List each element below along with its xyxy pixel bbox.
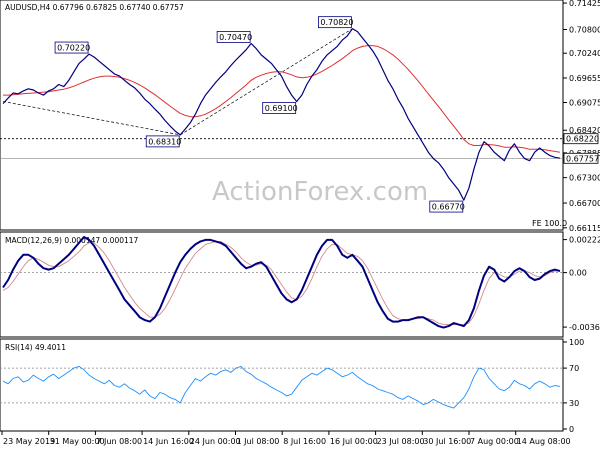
x-tick-label-3: 14 Jun 16:00 [143, 437, 194, 446]
rsi-title: RSI(14) 49.4011 [5, 343, 66, 352]
trendline-down [2, 101, 181, 136]
price-tick-2-label: 0.70240 [569, 49, 600, 58]
x-tick-label-1: 31 May 00:00 [50, 437, 105, 446]
price-annotations: 0.70220 0.68310 0.70470 0.69100 0.70820 0.667… [54, 16, 465, 213]
macd-tick-1-label: 0.00 [569, 269, 587, 278]
price-tick-3-label: 0.69655 [569, 74, 600, 83]
annotation-label-5: 0.66770 [432, 203, 465, 212]
x-tick-label-7: 16 Jul 00:00 [330, 437, 378, 446]
rsi-panel-frame [0, 338, 564, 432]
trendline-up [180, 28, 353, 136]
x-tick-label-2: 7 Jun 08:00 [96, 437, 142, 446]
macd-tick-2-label: -0.003667 [569, 323, 600, 332]
macd-y-ticks: 0.002224 0.00 -0.003667 [563, 236, 600, 332]
macd-tick-0-label: 0.002224 [569, 236, 600, 245]
x-tick-label-0: 23 May 2019 [3, 437, 55, 446]
rsi-tick-2-label: 30 [569, 399, 579, 408]
price-box-label-0: 0.68220 [566, 135, 599, 144]
price-lines [0, 28, 563, 201]
macd-lines [0, 236, 563, 329]
annotation-label-0: 0.70220 [57, 44, 90, 53]
moving-average-line [3, 45, 561, 153]
annotation-label-1: 0.68310 [148, 137, 181, 146]
annotation-box-3 [262, 102, 297, 114]
rsi-y-ticks: 100 70 30 0 [563, 338, 584, 434]
rsi-line [2, 365, 561, 409]
annotation-box-0 [54, 41, 89, 54]
price-tick-7-label: 0.67300 [569, 174, 600, 183]
rsi-tick-3-label: 0 [569, 425, 574, 434]
x-tick-label-10: 7 Aug 00:00 [470, 437, 519, 446]
x-tick-label-6: 8 Jul 16:00 [283, 437, 326, 446]
price-tick-1-label: 0.70800 [569, 26, 600, 35]
x-tick-label-8: 23 Jul 08:00 [377, 437, 425, 446]
macd-title: MACD(12,26,9) 0.000147 0.000117 [5, 236, 139, 245]
rsi-panel: RSI(14) 49.4011 100 70 30 0 [0, 338, 584, 434]
annotation-box-1 [145, 135, 180, 148]
annotation-label-2: 0.70470 [219, 33, 252, 42]
price-tick-5-label: 0.68420 [569, 126, 600, 135]
rsi-lines [0, 365, 563, 409]
macd-panel: MACD(12,26,9) 0.000147 0.000117 0.002224… [0, 231, 600, 338]
x-tick-label-5: 1 Jul 08:00 [237, 437, 280, 446]
price-tick-9-label: 0.66115 [569, 224, 600, 233]
price-tick-0-label: 0.71425 [569, 0, 600, 8]
x-tick-label-9: 30 Jul 16:00 [423, 437, 471, 446]
price-tick-8-label: 0.66700 [569, 199, 600, 208]
price-tick-4-label: 0.69075 [569, 99, 600, 108]
symbol-line: AUDUSD,H4 0.67796 0.67825 0.67740 0.6775… [5, 3, 184, 12]
annotation-box-2 [216, 31, 251, 43]
price-box-label-1: 0.67757 [566, 154, 599, 163]
price-panel: AUDUSD,H4 0.67796 0.67825 0.67740 0.6775… [0, 0, 600, 233]
watermark: ActionForex.com [212, 177, 428, 207]
price-panel-frame [0, 0, 564, 231]
x-tick-label-11: 14 Aug 08:00 [517, 437, 571, 446]
annotation-box-5 [429, 200, 464, 213]
rsi-tick-1-label: 70 [569, 364, 579, 373]
price-y-ticks: 0.71425 0.70800 0.70240 0.69655 0.69075 0.684… [563, 0, 600, 233]
price-box-1 [563, 152, 599, 164]
annotation-label-4: 0.70820 [320, 18, 353, 27]
rsi-tick-0-label: 100 [569, 338, 584, 347]
macd-main-line [2, 236, 561, 329]
fe-label: FE 100.0 [532, 219, 567, 228]
x-tick-label-4: 24 Jun 00:00 [190, 437, 241, 446]
annotation-label-3: 0.69100 [265, 104, 298, 113]
annotation-box-4 [317, 16, 352, 29]
price-line [2, 28, 561, 201]
price-box-0 [563, 133, 599, 145]
